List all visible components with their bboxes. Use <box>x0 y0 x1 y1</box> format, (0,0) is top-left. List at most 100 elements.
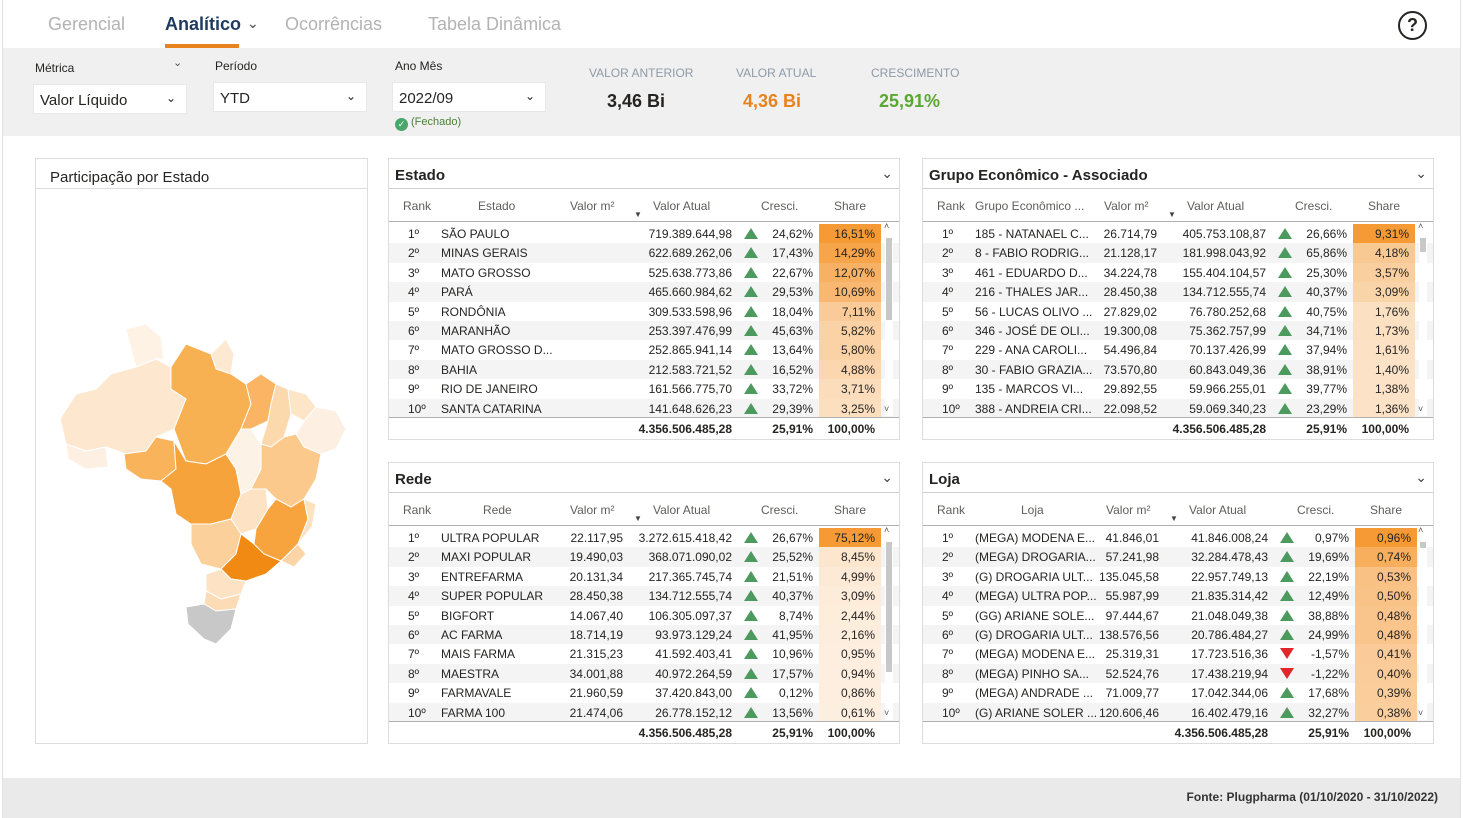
col-valor-atual[interactable]: Valor Atual <box>653 503 711 517</box>
table-row[interactable]: 7º MATO GROSSO D... 252.865.941,14 13,64% 5,… <box>389 340 899 360</box>
table-row[interactable]: 5º 56 - LUCAS OLIVO ... 27.829,02 76.780.25… <box>923 301 1433 321</box>
table-row[interactable]: 10º FARMA 100 21.474,06 26.778.152,12 13,56%… <box>389 702 899 722</box>
col-rank[interactable]: Rank <box>937 199 966 213</box>
col-crescimento[interactable]: Cresci. <box>1297 503 1335 517</box>
table-row[interactable]: 3º ENTREFARMA 20.131,34 217.365.745,74 21,51… <box>389 566 899 587</box>
table-row[interactable]: 5º (GG) ARIANE SOLE... 97.444,67 21.048.049… <box>923 605 1433 625</box>
table-row[interactable]: 5º BIGFORT 14.067,40 106.305.097,37 8,74% 2,4… <box>389 605 899 625</box>
scrollbar[interactable]: ˄ ˅ <box>884 221 893 416</box>
table-row[interactable]: 6º (G) DROGARIA ULT... 138.576,56 20.786.48… <box>923 625 1433 645</box>
table-row[interactable]: 2º MINAS GERAIS 622.689.262,06 17,43% 14,29% <box>389 243 899 263</box>
col-share[interactable]: Share <box>834 503 867 517</box>
chevron-down-icon[interactable]: ⌄ <box>1415 469 1427 485</box>
table-row[interactable]: 3º (G) DROGARIA ULT... 135.045,58 22.957.74… <box>923 566 1433 587</box>
col-m2[interactable]: Valor m² <box>570 503 615 517</box>
col-share[interactable]: Share <box>1368 199 1401 213</box>
sort-desc-icon[interactable]: ▼ <box>634 514 642 523</box>
col-share[interactable]: Share <box>1370 503 1403 517</box>
table-row[interactable]: 4º PARÁ 465.660.984,62 29,53% 10,69% <box>389 282 899 302</box>
sort-desc-icon[interactable]: ▼ <box>1168 210 1176 219</box>
tab-analitico[interactable]: Analítico <box>165 14 242 34</box>
table-row[interactable]: 10º 388 - ANDREIA CRI... 22.098,52 59.069.3… <box>923 398 1433 418</box>
table-row[interactable]: 2º 8 - FABIO RODRIG... 21.128,17 181.998.04… <box>923 243 1433 263</box>
col-name[interactable]: Rede <box>483 503 512 517</box>
tab-tabela-dinamica[interactable]: Tabela Dinâmica <box>428 14 562 34</box>
table-row[interactable]: 10º SANTA CATARINA 141.648.626,23 29,39% 3,2… <box>389 398 899 418</box>
table-row[interactable]: 4º SUPER POPULAR 28.450,38 134.712.555,74 40… <box>389 586 899 606</box>
sort-desc-icon[interactable]: ▼ <box>634 210 642 219</box>
chevron-down-icon[interactable]: ⌄ <box>173 57 183 69</box>
table-row[interactable]: 8º MAESTRA 34.001,88 40.972.264,59 17,57% 0,9… <box>389 663 899 684</box>
col-valor-atual[interactable]: Valor Atual <box>653 199 711 213</box>
col-name[interactable]: Grupo Econômico ... <box>975 199 1085 213</box>
help-icon[interactable]: ? <box>1398 11 1427 40</box>
col-rank[interactable]: Rank <box>937 503 966 517</box>
table-row[interactable]: 9º RIO DE JANEIRO 161.566.775,70 33,72% 3,71… <box>389 379 899 399</box>
col-valor-atual[interactable]: Valor Atual <box>1187 199 1245 213</box>
table-row[interactable]: 3º 461 - EDUARDO D... 34.224,78 155.404.104… <box>923 262 1433 283</box>
col-m2[interactable]: Valor m² <box>1104 199 1149 213</box>
scroll-down-icon[interactable]: ˅ <box>884 708 890 718</box>
table-row[interactable]: 8º 30 - FABIO GRAZIA... 73.570,80 60.843.04… <box>923 359 1433 380</box>
scrollbar[interactable]: ˄ ˅ <box>884 525 893 720</box>
table-row[interactable]: 1º 185 - NATANAEL C... 26.714,79 405.753.10… <box>923 224 1433 244</box>
table-row[interactable]: 2º (MEGA) DROGARIA... 57.241,98 32.284.478,… <box>923 547 1433 567</box>
chevron-down-icon[interactable]: ⌄ <box>881 165 893 181</box>
table-row[interactable]: 8º (MEGA) PINHO SA... 52.524,76 17.438.219,… <box>923 663 1433 684</box>
scrollbar[interactable]: ˄ ˅ <box>1418 221 1427 416</box>
table-row[interactable]: 4º 216 - THALES JAR... 28.450,38 134.712.55… <box>923 282 1433 302</box>
anomes-select[interactable]: 2022/09 ⌄ <box>392 82 546 112</box>
table-row[interactable]: 6º AC FARMA 18.714,19 93.973.129,24 41,95% 2,… <box>389 625 899 645</box>
scroll-up-icon[interactable]: ˄ <box>1418 525 1424 535</box>
table-row[interactable]: 4º (MEGA) ULTRA POP... 55.987,99 21.835.314… <box>923 586 1433 606</box>
scroll-down-icon[interactable]: ˅ <box>1418 708 1424 718</box>
tab-gerencial[interactable]: Gerencial <box>48 14 126 34</box>
table-row[interactable]: 9º 135 - MARCOS VI... 29.892,55 59.966.255,… <box>923 379 1433 399</box>
sort-desc-icon[interactable]: ▼ <box>1170 514 1178 523</box>
scroll-down-icon[interactable]: ˅ <box>1418 404 1424 414</box>
table-row[interactable]: 7º (MEGA) MODENA E... 25.319,31 17.723.516,… <box>923 644 1433 664</box>
col-m2[interactable]: Valor m² <box>570 199 615 213</box>
table-row[interactable]: 9º FARMAVALE 21.960,59 37.420.843,00 0,12% 0,… <box>389 683 899 703</box>
table-row[interactable]: 6º 346 - JOSÉ DE OLI... 19.300,08 75.362.75… <box>923 321 1433 341</box>
chevron-down-icon[interactable]: ⌄ <box>1415 165 1427 181</box>
tab-ocorrencias[interactable]: Ocorrências <box>285 14 383 34</box>
col-m2[interactable]: Valor m² <box>1106 503 1151 517</box>
scroll-thumb[interactable] <box>886 542 892 672</box>
table-row[interactable]: 9º (MEGA) ANDRADE ... 71.009,77 17.042.344,… <box>923 683 1433 703</box>
table-row[interactable]: 1º SÃO PAULO 719.389.644,98 24,62% 16,51% <box>389 224 899 244</box>
periodo-select[interactable]: YTD ⌄ <box>213 82 367 112</box>
table-row[interactable]: 5º RONDÔNIA 309.533.598,96 18,04% 7,11% <box>389 301 899 321</box>
table-row[interactable]: 6º MARANHÃO 253.397.476,99 45,63% 5,82% <box>389 321 899 341</box>
col-crescimento[interactable]: Cresci. <box>761 503 799 517</box>
table-row[interactable]: 1º (MEGA) MODENA E... 41.846,01 41.846.008,… <box>923 528 1433 548</box>
scroll-up-icon[interactable]: ˄ <box>1418 221 1424 231</box>
col-crescimento[interactable]: Cresci. <box>761 199 799 213</box>
col-share[interactable]: Share <box>834 199 867 213</box>
chevron-down-icon[interactable]: ⌄ <box>247 15 259 31</box>
table-row[interactable]: 3º MATO GROSSO 525.638.773,86 22,67% 12,07% <box>389 262 899 283</box>
scroll-thumb[interactable] <box>1420 238 1426 252</box>
scroll-down-icon[interactable]: ˅ <box>884 404 890 414</box>
table-row[interactable]: 7º 229 - ANA CAROLI... 54.496,84 70.137.426… <box>923 340 1433 360</box>
scroll-up-icon[interactable]: ˄ <box>884 525 890 535</box>
chevron-down-icon[interactable]: ⌄ <box>881 469 893 485</box>
col-name[interactable]: Loja <box>1021 503 1044 517</box>
col-crescimento[interactable]: Cresci. <box>1295 199 1333 213</box>
table-row[interactable]: 7º MAIS FARMA 21.315,23 41.592.403,41 10,96%… <box>389 644 899 664</box>
metrica-select[interactable]: Valor Líquido ⌄ <box>33 84 187 114</box>
col-rank[interactable]: Rank <box>403 199 432 213</box>
col-name[interactable]: Estado <box>478 199 516 213</box>
table-row[interactable]: 10º (G) ARIANE SOLER ... 120.606,46 16.402.… <box>923 702 1433 722</box>
scroll-thumb[interactable] <box>1420 542 1426 548</box>
table-row[interactable]: 8º BAHIA 212.583.721,52 16,52% 4,88% <box>389 359 899 380</box>
scroll-thumb[interactable] <box>886 238 892 320</box>
table-row[interactable]: 2º MAXI POPULAR 19.490,03 368.071.090,02 25,… <box>389 547 899 567</box>
scroll-up-icon[interactable]: ˄ <box>884 221 890 231</box>
brazil-map[interactable] <box>36 189 367 743</box>
table-row[interactable]: 1º ULTRA POPULAR 22.117,95 3.272.615.418,42… <box>389 528 899 548</box>
col-rank[interactable]: Rank <box>403 503 432 517</box>
col-valor-atual[interactable]: Valor Atual <box>1189 503 1247 517</box>
cell-crescimento: 22,19% <box>1308 569 1349 584</box>
scrollbar[interactable]: ˄ ˅ <box>1418 525 1427 720</box>
